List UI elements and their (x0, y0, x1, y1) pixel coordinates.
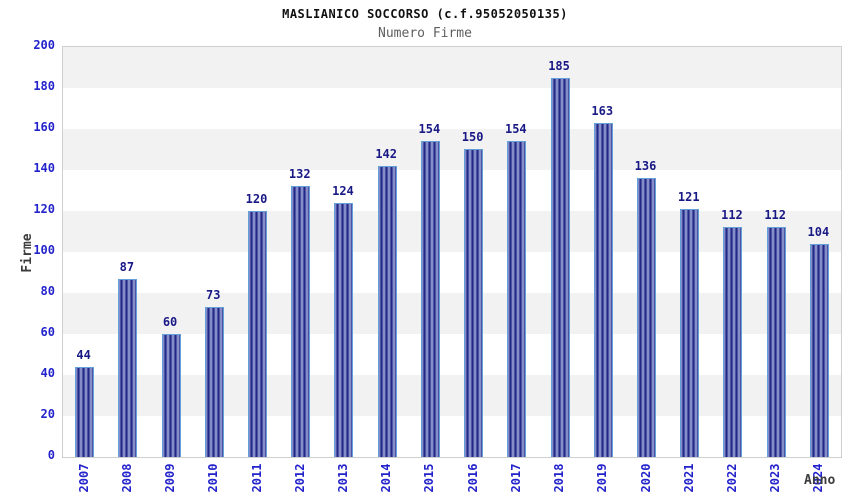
x-tick-label: 2015 (422, 463, 437, 493)
bar-value-label: 154 (418, 122, 441, 136)
x-tick-label: 2007 (76, 463, 91, 493)
bar (161, 334, 181, 457)
bar-value-label: 44 (76, 348, 91, 362)
y-tick-label: 100 (33, 243, 55, 257)
bar-value-label: 112 (764, 208, 786, 222)
bar (464, 149, 484, 457)
x-tick-label: 2020 (638, 463, 653, 493)
bar (550, 78, 570, 457)
x-tick-label: 2009 (163, 463, 178, 493)
bar-value-label: 60 (162, 315, 178, 329)
bar-value-label: 142 (375, 147, 397, 161)
bar-value-label: 185 (548, 59, 570, 73)
bar (75, 367, 95, 457)
x-tick-label: 2012 (292, 463, 307, 493)
bar (377, 166, 397, 457)
y-tick-label: 60 (40, 325, 55, 339)
chart-title: MASLIANICO SOCCORSO (c.f.95052050135) (282, 7, 568, 21)
bar-value-label: 121 (677, 190, 700, 204)
bar (248, 211, 267, 457)
bar-value-label: 136 (634, 159, 657, 173)
x-tick-label: 2017 (508, 463, 523, 493)
y-tick-label: 20 (40, 407, 55, 421)
bar (637, 178, 656, 457)
x-tick-label: 2011 (249, 463, 264, 493)
x-tick-label: 2010 (206, 463, 221, 493)
bar-value-label: 104 (807, 225, 830, 239)
y-tick-label: 140 (33, 161, 55, 175)
y-tick-label: 0 (47, 448, 55, 462)
bar-value-label: 150 (461, 130, 484, 144)
chart-subtitle: Numero Firme (378, 26, 472, 41)
x-tick-label: 2014 (379, 463, 394, 493)
x-tick-label: 2019 (595, 463, 610, 493)
bar (680, 209, 700, 457)
y-tick-label: 200 (33, 38, 55, 52)
y-tick-label: 160 (33, 120, 55, 134)
x-axis-title: Anno (804, 473, 836, 488)
bar-value-label: 73 (206, 288, 221, 302)
x-tick-label: 2018 (552, 463, 567, 493)
bar (204, 307, 224, 457)
x-tick-label: 2023 (768, 463, 783, 493)
bar-value-label: 87 (119, 260, 135, 274)
y-tick-label: 120 (33, 202, 55, 216)
bar (766, 227, 786, 457)
y-tick-label: 80 (40, 284, 55, 298)
bar (291, 186, 311, 457)
x-tick-label: 2016 (465, 463, 480, 493)
y-tick-label: 180 (33, 79, 55, 93)
bar-value-label: 112 (721, 208, 743, 222)
x-tick-label: 2013 (335, 463, 350, 493)
bar (593, 123, 613, 457)
bar (723, 227, 743, 457)
y-tick-label: 40 (40, 366, 55, 380)
bar-value-label: 124 (332, 184, 354, 198)
plot-area (62, 46, 842, 458)
bar-value-label: 132 (288, 167, 311, 181)
bar-value-label: 154 (504, 122, 527, 136)
bar (334, 203, 354, 457)
x-tick-label: 2022 (724, 463, 739, 493)
bar (420, 141, 440, 457)
bar (118, 279, 138, 457)
x-tick-label: 2008 (119, 463, 134, 493)
bar (507, 141, 527, 457)
bar-value-label: 163 (591, 104, 614, 118)
x-tick-label: 2021 (681, 463, 696, 493)
bar (809, 244, 829, 457)
bar-value-label: 120 (245, 192, 268, 206)
